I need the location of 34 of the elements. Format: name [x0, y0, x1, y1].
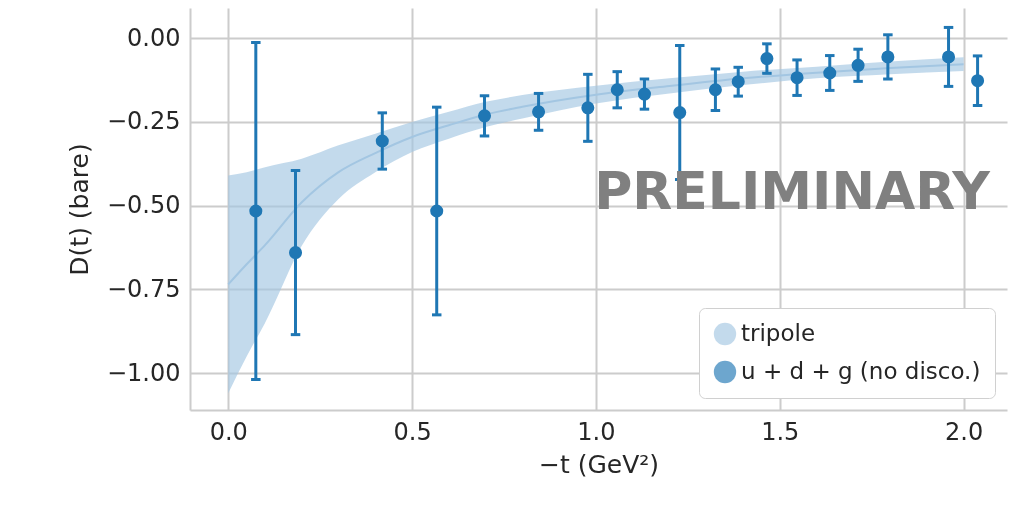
x-tick-label: 2.0: [945, 417, 984, 446]
point: [971, 74, 985, 88]
point: [249, 204, 263, 218]
x-tick-label: 1.0: [577, 417, 616, 446]
point: [430, 204, 444, 218]
point: [731, 75, 745, 89]
point: [532, 105, 546, 119]
point: [790, 71, 804, 85]
legend-label: tripole: [741, 320, 816, 346]
point: [708, 83, 722, 97]
y-tick-label: 0.00: [127, 23, 181, 52]
point: [823, 66, 837, 80]
point: [478, 109, 492, 123]
legend-label: u + d + g (no disco.): [741, 358, 981, 384]
point: [942, 50, 956, 64]
point: [673, 106, 687, 120]
point: [375, 134, 389, 148]
y-tick-label: −1.00: [106, 358, 181, 387]
point: [289, 246, 303, 260]
point: [581, 101, 595, 115]
x-tick-label: 1.5: [761, 417, 800, 446]
annotation: PRELIMINARY: [594, 161, 992, 221]
point: [881, 50, 895, 64]
y-axis-title: D(t) (bare): [64, 143, 94, 276]
y-tick-label: −0.75: [106, 274, 181, 303]
y-tick-label: −0.50: [106, 191, 181, 220]
point: [610, 83, 624, 97]
x-tick-label: 0.5: [393, 417, 432, 446]
point: [760, 52, 774, 66]
y-tick-label: −0.25: [106, 107, 181, 136]
x-axis-title: −t (GeV²): [538, 449, 660, 479]
x-tick-label: 0.0: [209, 417, 248, 446]
point: [637, 87, 651, 101]
point: [851, 58, 865, 72]
